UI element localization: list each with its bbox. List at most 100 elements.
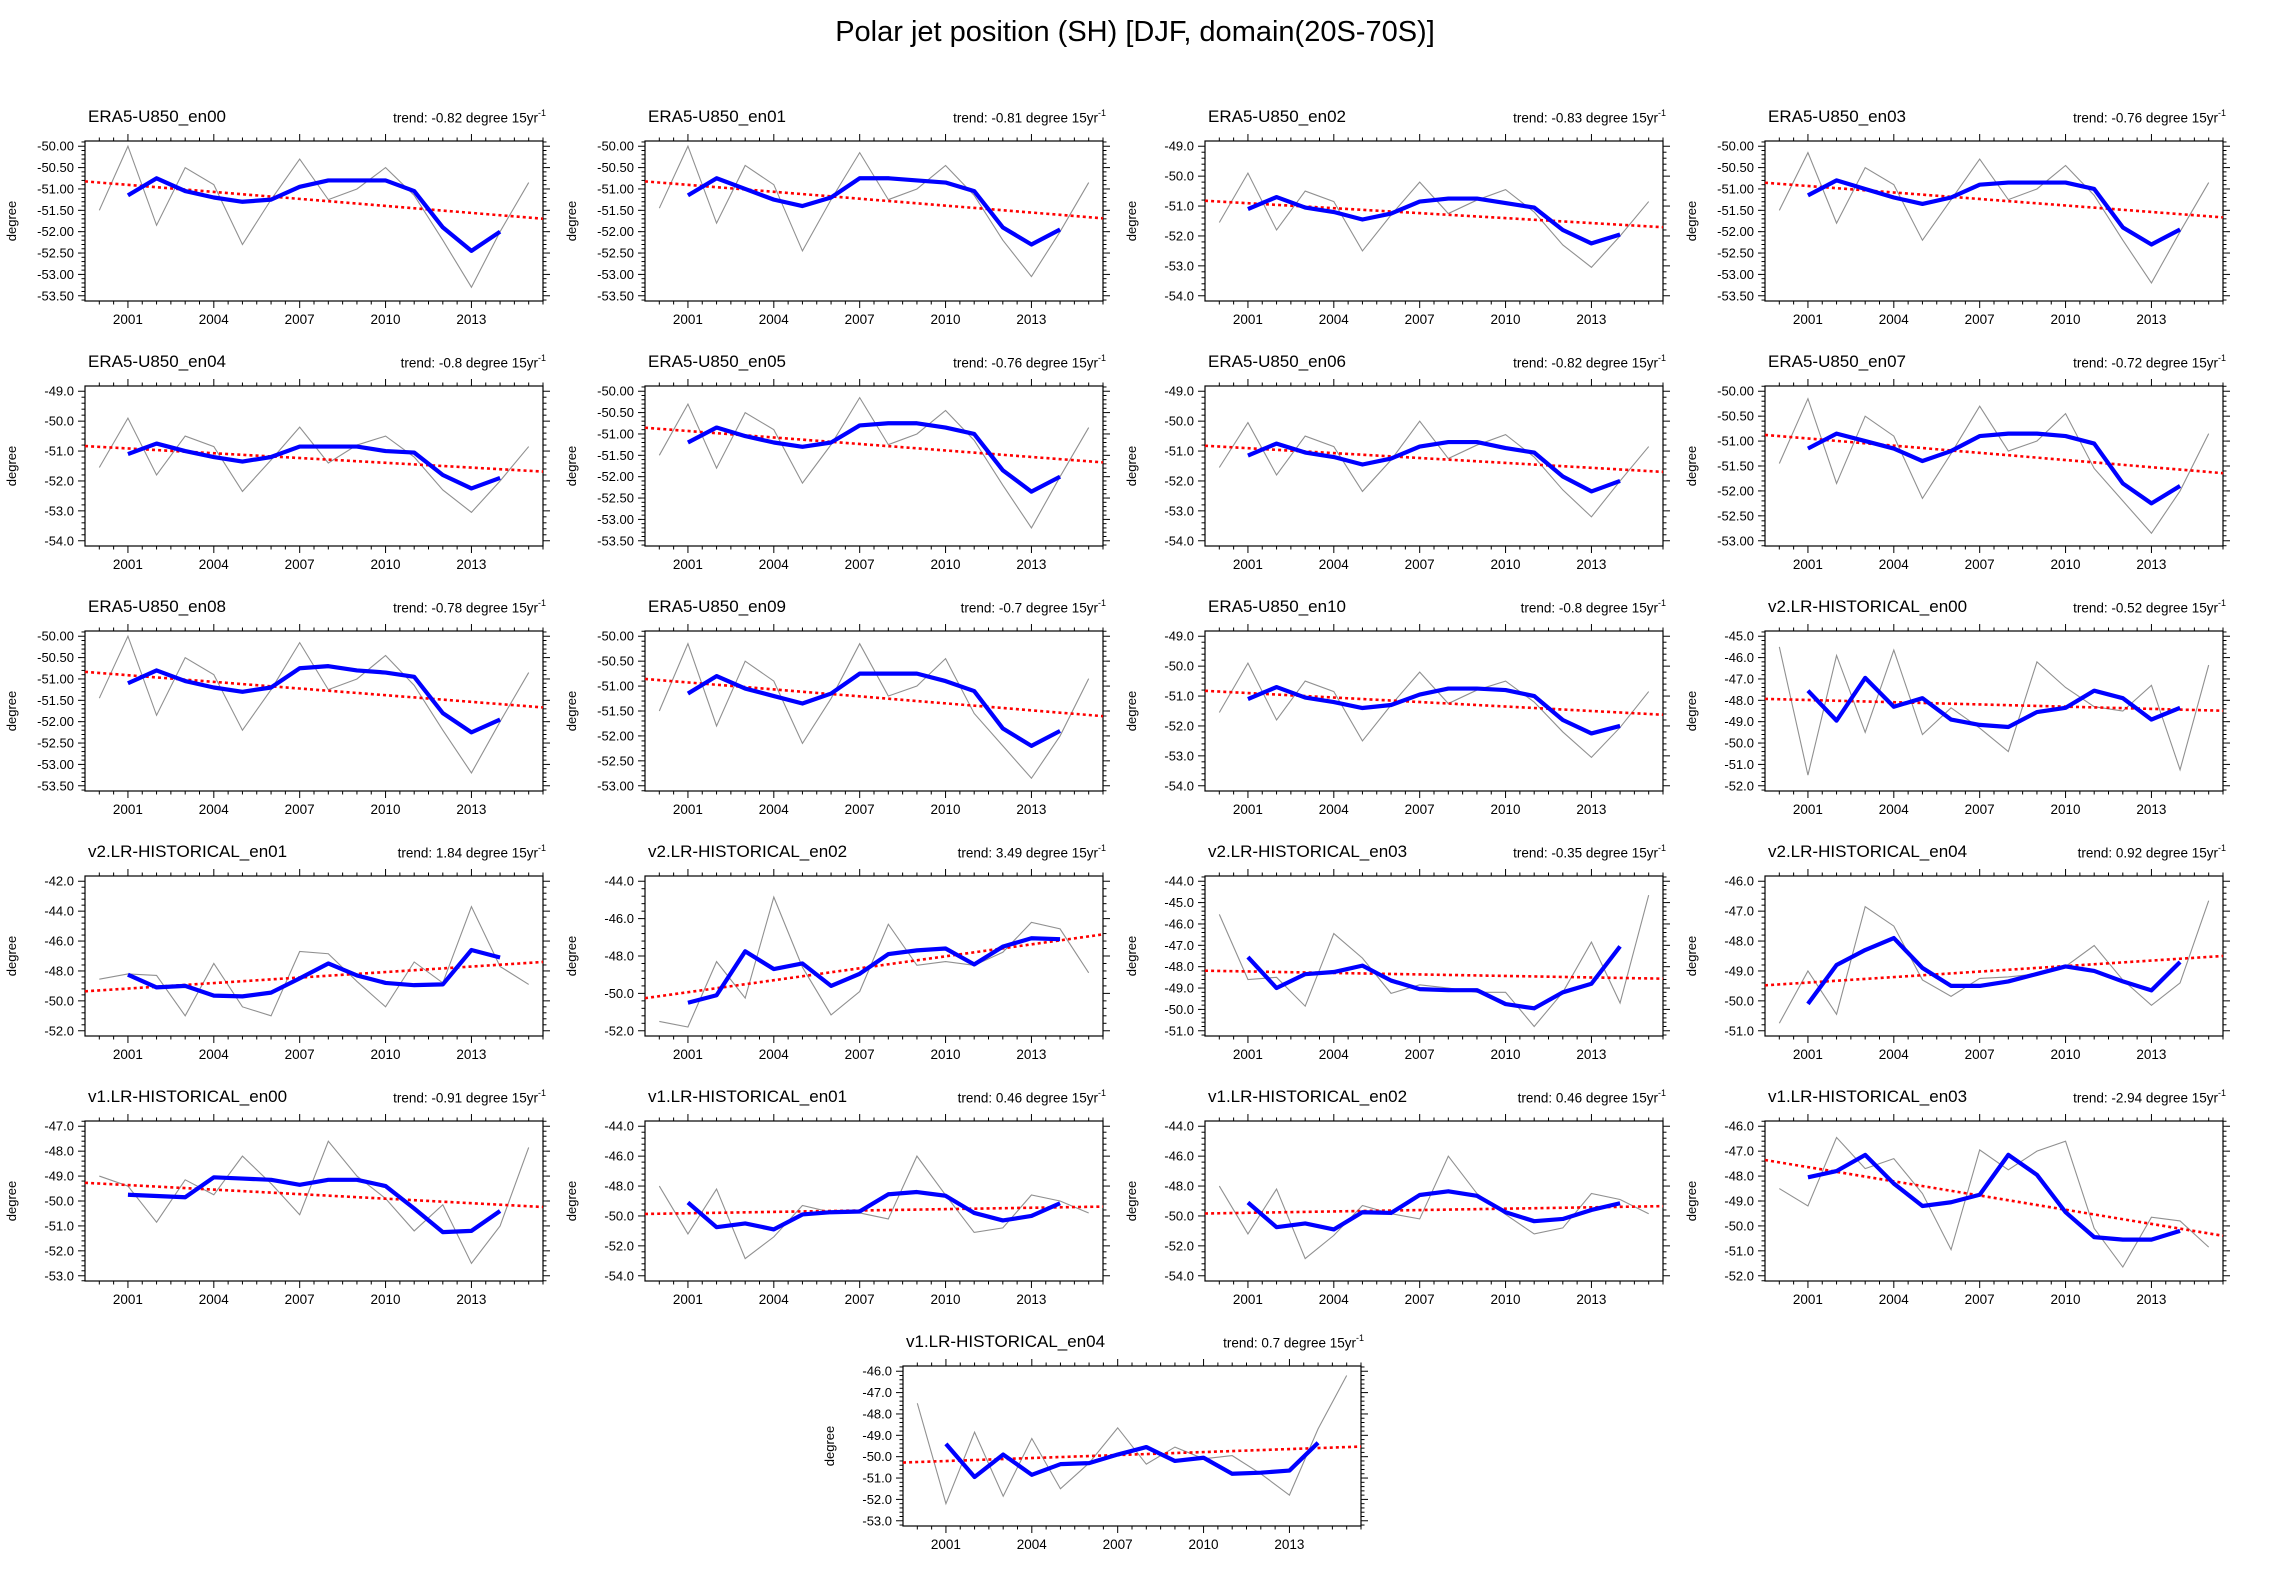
panel-trend-label: trend: -0.52 degree 15yr-1	[2073, 597, 2226, 616]
axis-ticks	[1758, 869, 2230, 1043]
x-tick-label: 2001	[113, 312, 143, 327]
chart-plot: -50.00 -50.50 -51.00 -51.50 -52.00 -52.50 -53.…	[4, 134, 550, 327]
y-tick-label: -50.50	[1717, 409, 1754, 424]
plot-frame	[1204, 630, 1664, 792]
x-tick-label: 2004	[759, 1292, 790, 1307]
trend-value: -0.82	[1551, 355, 1583, 370]
trend-value: 3.49	[995, 845, 1023, 860]
trend-prefix: trend:	[393, 1090, 432, 1105]
raw-series-line	[1778, 646, 2210, 776]
y-tick-label: -52.0	[604, 1023, 634, 1038]
trend-units-exponent: -1	[2217, 842, 2226, 853]
x-tick-label: 2001	[1793, 802, 1823, 817]
panel-title: ERA5-U850_en04	[88, 352, 226, 371]
smoothed-series-line	[686, 1189, 1061, 1232]
trend-units: degree 15yr	[1582, 845, 1658, 860]
y-tick-label: -50.0	[604, 1208, 634, 1223]
trend-value: -0.8	[1558, 600, 1583, 615]
trend-prefix: trend:	[1223, 1335, 1262, 1350]
smoothed-series-line	[944, 1441, 1320, 1480]
trend-prefix: trend:	[957, 845, 996, 860]
trend-units-exponent: -1	[2217, 597, 2226, 608]
panel-trend-label: trend: -2.94 degree 15yr-1	[2073, 1088, 2226, 1106]
trend-prefix: trend:	[953, 355, 992, 370]
y-tick-label: -50.50	[597, 405, 634, 420]
trend-prefix: trend:	[1520, 600, 1559, 615]
y-axis-label: degree	[1684, 936, 1699, 976]
trend-line	[1764, 181, 2224, 219]
raw-series-line	[659, 895, 1090, 1028]
x-tick-label: 2001	[1793, 1292, 1823, 1307]
y-tick-label: -53.00	[1717, 533, 1754, 548]
y-tick-label: -52.50	[597, 491, 634, 506]
trend-units-exponent: -1	[1097, 352, 1106, 363]
x-tick-label: 2010	[371, 557, 401, 572]
y-tick-label: -50.0	[1164, 1208, 1194, 1223]
y-tick-label: -51.0	[1164, 444, 1194, 459]
y-axis-label: degree	[1124, 201, 1139, 241]
y-tick-label: -47.0	[1724, 904, 1754, 919]
y-tick-label: -46.0	[862, 1364, 892, 1379]
chart-plot: -50.00 -50.50 -51.00 -51.50 -52.00 -52.50 -53.…	[4, 624, 550, 817]
trend-units: degree 15yr	[462, 600, 538, 615]
axis-ticks	[78, 1114, 550, 1288]
x-tick-label: 2001	[673, 312, 703, 327]
y-axis-label: degree	[1124, 936, 1139, 976]
raw-series-line	[1778, 151, 2210, 285]
y-tick-label: -51.00	[37, 181, 74, 196]
trend-value: -0.78	[431, 600, 463, 615]
y-tick-label: -52.0	[44, 1023, 74, 1038]
axis-ticks	[638, 134, 1110, 308]
chart-plot: -44.0 -46.0 -48.0 -50.0 -52.0 -54.0 2001 2004 20…	[1124, 1114, 1670, 1307]
panel-header: v1.LR-HISTORICAL_en04 trend: 0.7 degree 1…	[906, 1332, 1364, 1354]
trend-prefix: trend:	[393, 600, 432, 615]
panel-title: ERA5-U850_en02	[1208, 107, 1346, 126]
axis-ticks	[1198, 869, 1670, 1043]
y-tick-label: -49.0	[44, 384, 74, 399]
panel-title: v1.LR-HISTORICAL_en02	[1208, 1087, 1408, 1106]
trend-prefix: trend:	[2077, 845, 2116, 860]
x-tick-label: 2004	[199, 1047, 230, 1062]
x-tick-label: 2013	[1274, 1537, 1304, 1552]
smoothed-series-line	[1247, 684, 1621, 736]
y-tick-label: -42.0	[44, 874, 74, 889]
y-tick-label: -50.0	[1724, 736, 1754, 751]
y-tick-label: -48.0	[44, 1144, 74, 1159]
panel-header: ERA5-U850_en08 trend: -0.78 degree 15yr-1	[88, 597, 546, 619]
x-tick-label: 2007	[1965, 1292, 1995, 1307]
trend-value: -0.7	[998, 600, 1023, 615]
y-tick-label: -48.0	[1164, 959, 1194, 974]
y-tick-label: -52.0	[862, 1492, 892, 1507]
y-tick-label: -53.50	[37, 288, 74, 303]
x-tick-label: 2007	[1965, 1047, 1995, 1062]
y-tick-label: -52.00	[37, 224, 74, 239]
trend-value: 0.92	[2115, 845, 2143, 860]
y-tick-label: -51.0	[44, 444, 74, 459]
trend-units-exponent: -1	[1657, 107, 1666, 118]
x-tick-label: 2004	[199, 802, 230, 817]
y-tick-label: -50.0	[862, 1449, 892, 1464]
trend-value: -0.35	[1551, 845, 1583, 860]
y-tick-label: -52.00	[597, 469, 634, 484]
axis-ticks	[1198, 1114, 1670, 1288]
y-tick-label: -54.0	[1164, 778, 1194, 793]
panel-header: v2.LR-HISTORICAL_en01 trend: 1.84 degree …	[88, 842, 546, 864]
y-tick-label: -51.50	[597, 704, 634, 719]
y-tick-label: -52.0	[44, 1243, 74, 1258]
trend-prefix: trend:	[1513, 355, 1552, 370]
smoothed-series-line	[1247, 439, 1621, 494]
panel-title: ERA5-U850_en05	[648, 352, 786, 371]
chart-plot: -49.0 -50.0 -51.0 -52.0 -53.0 -54.0 2001 2004 20…	[1124, 379, 1670, 572]
y-tick-label: -52.0	[1724, 778, 1754, 793]
plot-frame	[1204, 385, 1664, 547]
chart-plot: -50.00 -50.50 -51.00 -51.50 -52.00 -52.50 -53.…	[564, 624, 1110, 817]
chart-plot: -50.00 -50.50 -51.00 -51.50 -52.00 -52.50 -53.…	[564, 134, 1110, 327]
trend-line	[1204, 689, 1664, 717]
y-tick-label: -50.0	[1164, 659, 1194, 674]
x-tick-label: 2001	[113, 1047, 143, 1062]
y-tick-label: -46.0	[604, 911, 634, 926]
panel-trend-label: trend: -0.82 degree 15yr-1	[393, 108, 546, 126]
trend-units-exponent: -1	[1657, 842, 1666, 853]
raw-series-line	[916, 1375, 1348, 1506]
trend-prefix: trend:	[1513, 845, 1552, 860]
